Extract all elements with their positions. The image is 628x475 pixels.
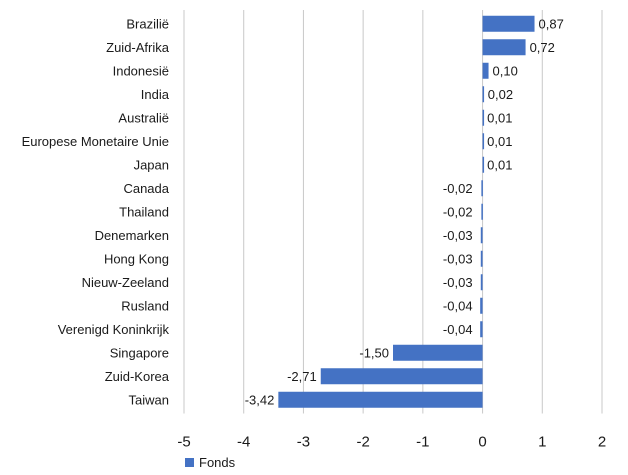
- category-label: Canada: [123, 181, 169, 196]
- value-label: -2,71: [287, 369, 317, 384]
- bar: [481, 203, 483, 220]
- category-label: Singapore: [110, 345, 169, 360]
- x-tick-label: 0: [478, 434, 486, 451]
- value-label: 0,10: [493, 63, 518, 78]
- bars: [278, 15, 535, 408]
- bar: [480, 250, 483, 267]
- x-tick-label: -3: [297, 434, 310, 451]
- value-label: -0,04: [443, 322, 473, 337]
- x-tick-label: 1: [538, 434, 546, 451]
- bar: [320, 368, 483, 385]
- bar: [481, 180, 483, 197]
- legend-swatch-fonds: [185, 458, 194, 467]
- category-label: Japan: [134, 157, 169, 172]
- value-label: 0,02: [488, 87, 513, 102]
- x-axis-tick-labels: -5 -4 -3 -2 -1 0 1 2: [177, 434, 606, 451]
- x-tick-label: -5: [177, 434, 190, 451]
- value-label: 0,87: [539, 16, 564, 31]
- bar: [393, 344, 483, 361]
- category-label: Verenigd Koninkrijk: [58, 322, 170, 337]
- bar: [482, 39, 526, 56]
- legend-label-fonds: Fonds: [199, 455, 236, 470]
- value-label: -0,03: [443, 228, 473, 243]
- value-label: 0,01: [487, 157, 512, 172]
- bar: [480, 227, 483, 244]
- bar: [482, 133, 485, 150]
- value-label: -3,42: [245, 392, 275, 407]
- x-tick-label: -2: [356, 434, 369, 451]
- legend: Fonds: [185, 455, 236, 470]
- bar: [480, 321, 483, 338]
- category-label: Europese Monetaire Unie: [22, 134, 169, 149]
- category-label: Indonesië: [113, 63, 169, 78]
- bar: [482, 86, 485, 103]
- bar: [482, 62, 489, 79]
- value-label: -0,03: [443, 251, 473, 266]
- value-labels: 0,87 0,72 0,10 0,02 0,01 0,01 0,01 -0,02 -0,02 -0…: [245, 16, 564, 407]
- x-tick-label: -1: [416, 434, 429, 451]
- value-label: 0,01: [487, 110, 512, 125]
- bar: [482, 15, 535, 32]
- value-label: -1,50: [359, 345, 389, 360]
- category-label: Nieuw-Zeeland: [82, 275, 169, 290]
- x-tick-label: 2: [598, 434, 606, 451]
- bar: [482, 109, 485, 126]
- category-label: Denemarken: [95, 228, 169, 243]
- category-label: Hong Kong: [104, 251, 169, 266]
- category-label: Zuid-Afrika: [106, 40, 170, 55]
- category-label: Thailand: [119, 204, 169, 219]
- value-label: -0,03: [443, 275, 473, 290]
- value-label: -0,04: [443, 298, 473, 313]
- category-label: India: [141, 87, 170, 102]
- category-label: Brazilië: [126, 16, 169, 31]
- value-label: 0,72: [530, 40, 555, 55]
- value-label: -0,02: [443, 204, 473, 219]
- bar: [480, 274, 483, 291]
- x-tick-label: -4: [237, 434, 250, 451]
- value-label: 0,01: [487, 134, 512, 149]
- category-label: Australië: [118, 110, 169, 125]
- category-labels: Brazilië Zuid-Afrika Indonesië India Austral…: [22, 16, 170, 407]
- category-label: Taiwan: [129, 392, 169, 407]
- bar: [482, 156, 485, 173]
- bar: [480, 297, 483, 314]
- category-label: Rusland: [121, 298, 169, 313]
- value-label: -0,02: [443, 181, 473, 196]
- category-label: Zuid-Korea: [105, 369, 170, 384]
- bar: [278, 391, 483, 408]
